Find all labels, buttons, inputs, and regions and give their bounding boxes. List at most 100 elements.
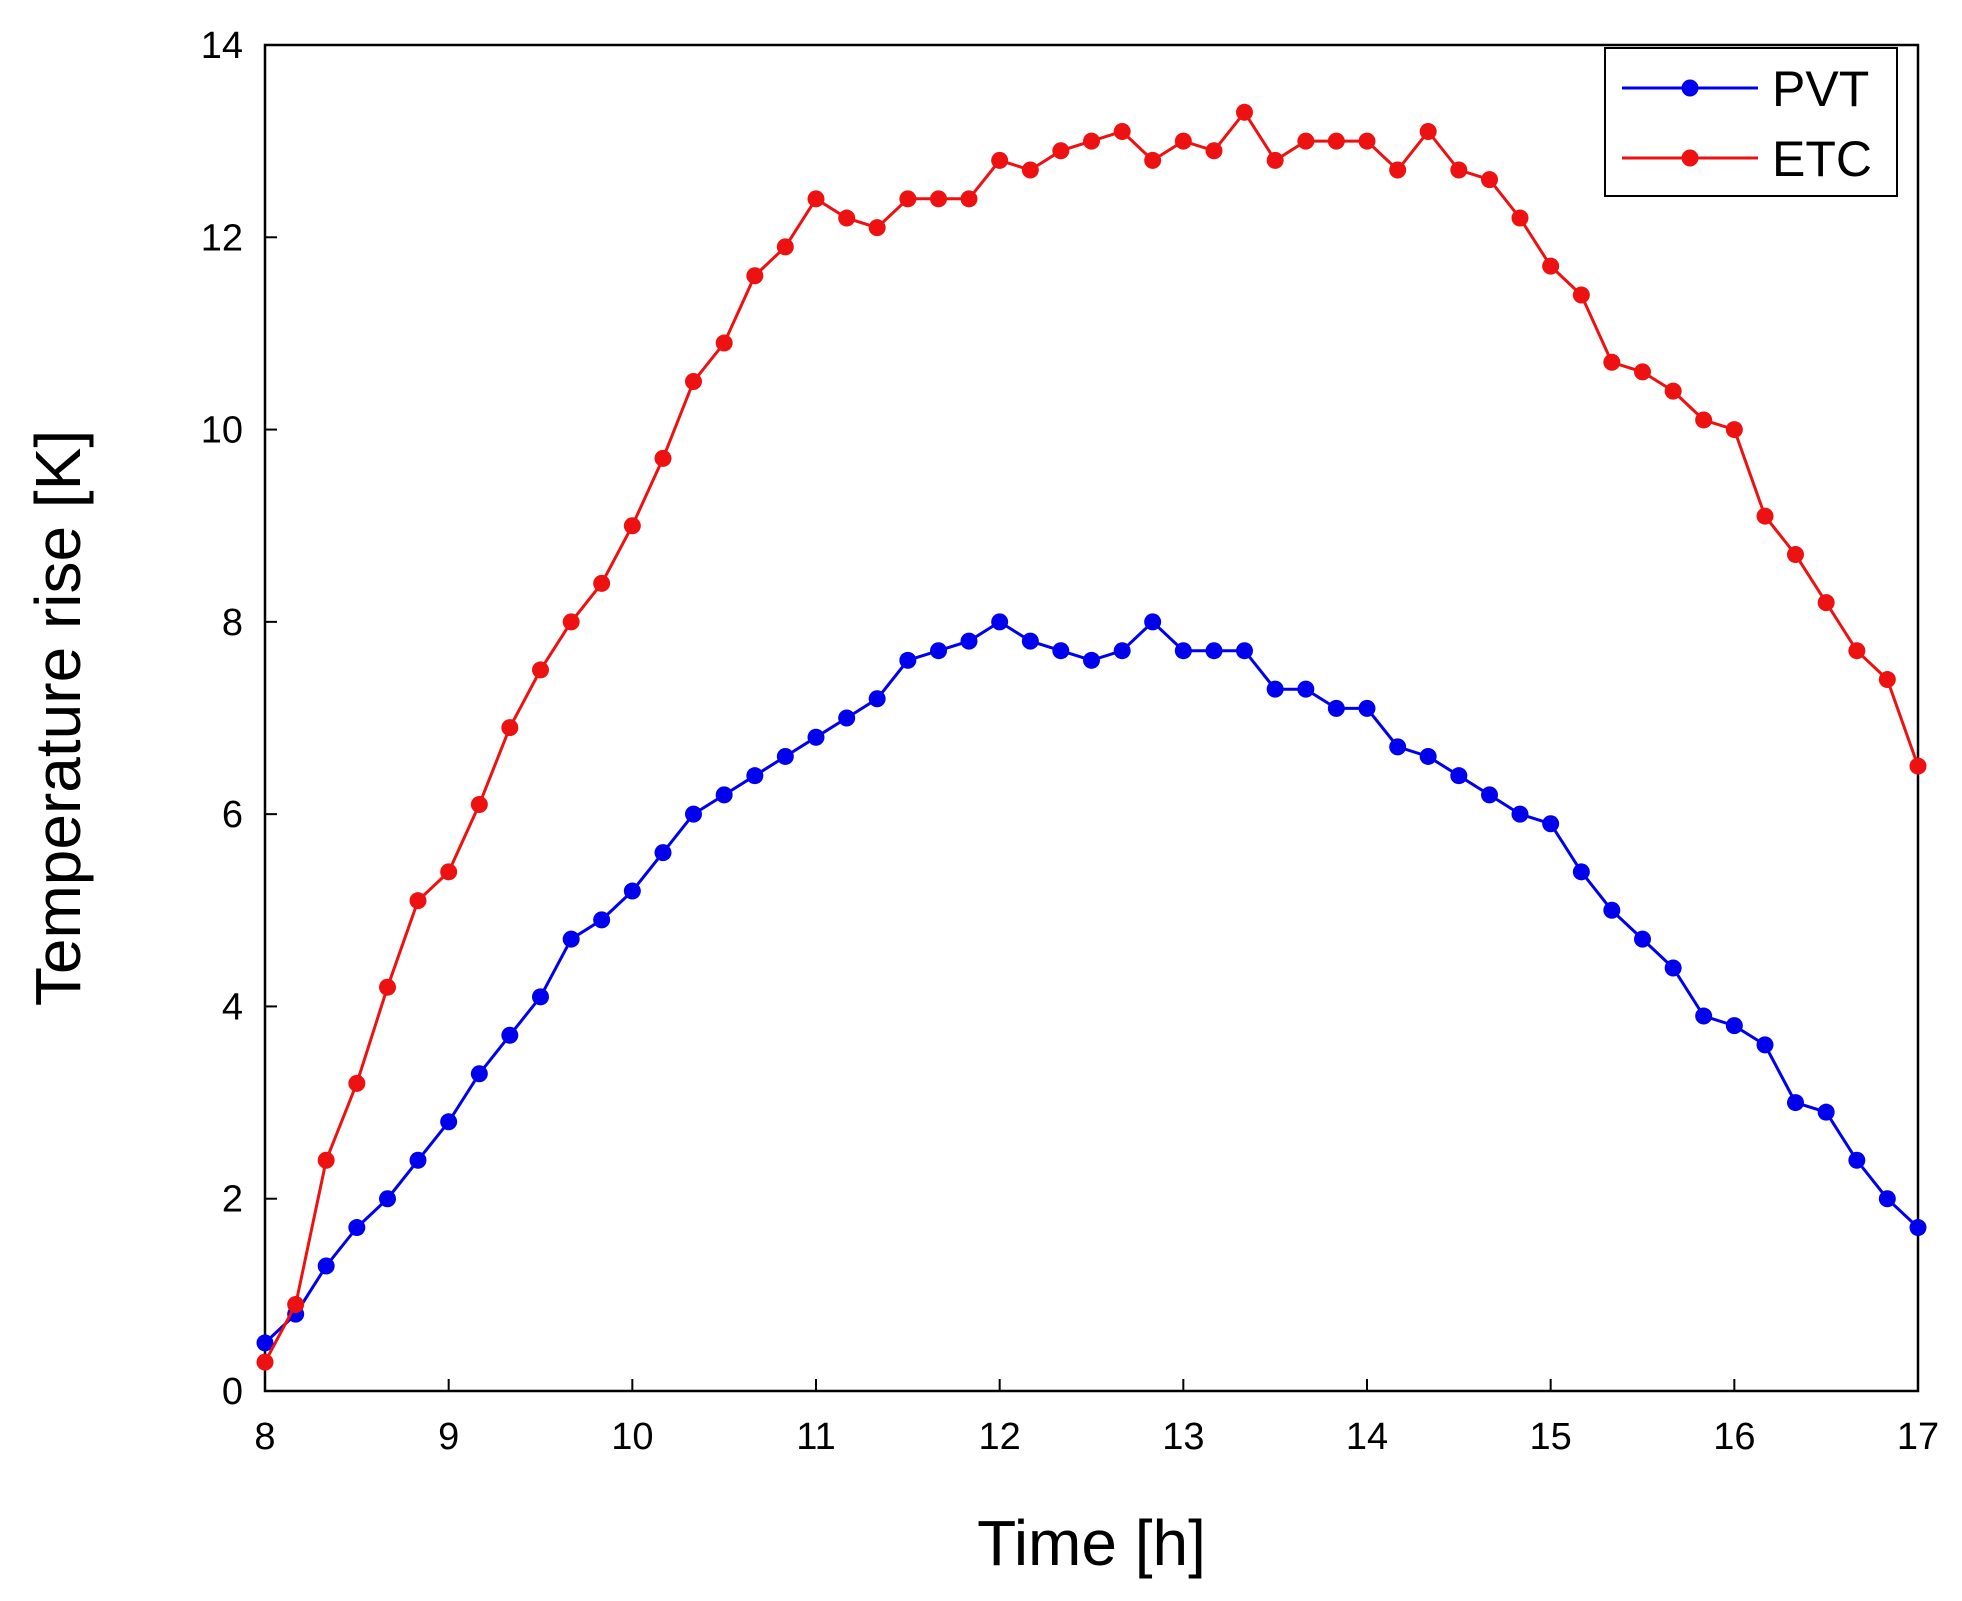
x-tick-label: 14 <box>1346 1416 1388 1458</box>
legend: PVT ETC <box>1604 47 1898 197</box>
data-point-pvt <box>684 805 702 823</box>
data-point-etc <box>1419 123 1437 141</box>
data-point-etc <box>868 219 886 237</box>
data-point-pvt <box>1419 747 1437 765</box>
data-point-etc <box>1174 132 1192 150</box>
data-point-etc <box>684 373 702 390</box>
data-point-etc <box>532 661 549 679</box>
data-point-etc <box>1634 363 1651 381</box>
series-line-etc <box>263 109 1920 1363</box>
data-point-etc <box>838 209 856 227</box>
x-tick-label: 10 <box>611 1416 653 1458</box>
data-point-pvt <box>1235 642 1253 660</box>
data-point-pvt <box>409 1151 427 1169</box>
data-point-etc <box>623 517 641 535</box>
data-point-etc <box>348 1074 366 1092</box>
data-point-pvt <box>1144 613 1162 631</box>
data-point-etc <box>1786 546 1804 564</box>
y-tick-label: 0 <box>222 1371 243 1413</box>
plot-border <box>263 43 1920 1393</box>
plot-frame <box>263 43 1920 1393</box>
data-point-etc <box>746 267 764 285</box>
legend-box <box>1604 47 1898 197</box>
data-point-pvt <box>991 613 1009 631</box>
data-point-pvt <box>1786 1094 1804 1112</box>
data-point-etc <box>1878 671 1896 689</box>
legend-marker-pvt <box>1681 79 1699 97</box>
data-point-etc <box>562 613 580 631</box>
data-point-pvt <box>1174 642 1192 660</box>
y-tick-label: 6 <box>222 794 243 836</box>
data-point-pvt <box>470 1065 488 1083</box>
y-tick-label: 8 <box>222 602 243 644</box>
data-point-pvt <box>256 1334 274 1352</box>
x-tick-label: 16 <box>1713 1416 1755 1458</box>
data-point-pvt <box>1603 901 1621 919</box>
data-point-etc <box>1909 757 1927 775</box>
x-axis-title: Time [h] <box>977 1507 1206 1579</box>
data-point-pvt <box>1113 642 1131 660</box>
x-axis-ticks: 8 9 10 11 12 13 14 15 16 17 <box>254 1379 1939 1458</box>
data-point-pvt <box>654 844 672 862</box>
legend-label-etc: ETC <box>1772 131 1872 187</box>
data-point-etc <box>960 190 978 208</box>
series-etc <box>256 103 1927 1371</box>
data-point-pvt <box>1634 930 1651 948</box>
data-point-etc <box>930 190 948 208</box>
x-tick-label: 12 <box>979 1416 1021 1458</box>
data-point-etc <box>1664 382 1682 400</box>
data-point-etc <box>1603 353 1621 371</box>
data-point-pvt <box>1511 805 1529 823</box>
data-point-etc <box>1389 161 1407 179</box>
data-point-etc <box>501 719 519 737</box>
data-point-pvt <box>1021 632 1039 650</box>
data-point-pvt <box>593 911 611 929</box>
y-tick-label: 2 <box>222 1179 243 1221</box>
data-point-pvt <box>501 1026 519 1044</box>
x-tick-label: 13 <box>1162 1416 1204 1458</box>
data-point-etc <box>1266 151 1284 169</box>
data-point-pvt <box>440 1113 458 1131</box>
data-point-pvt <box>317 1257 335 1275</box>
data-point-pvt <box>1695 1007 1713 1025</box>
y-tick-label: 14 <box>201 25 243 67</box>
data-point-pvt <box>807 728 825 746</box>
data-point-pvt <box>1664 959 1682 977</box>
data-point-etc <box>1756 507 1774 525</box>
data-point-pvt <box>1205 642 1223 660</box>
data-point-etc <box>470 796 488 814</box>
data-point-pvt <box>930 642 948 660</box>
data-point-pvt <box>1572 863 1590 881</box>
data-point-pvt <box>1878 1190 1896 1208</box>
x-tick-label: 11 <box>796 1416 835 1458</box>
data-point-etc <box>1297 132 1315 150</box>
data-point-etc <box>317 1151 335 1169</box>
x-tick-label: 9 <box>438 1416 459 1458</box>
data-point-etc <box>1572 286 1590 304</box>
y-tick-label: 4 <box>222 986 243 1028</box>
data-point-etc <box>1481 171 1499 189</box>
data-point-pvt <box>899 651 917 669</box>
data-point-etc <box>287 1295 305 1313</box>
data-point-pvt <box>562 930 580 948</box>
data-point-etc <box>440 863 458 881</box>
data-point-pvt <box>1725 1017 1743 1035</box>
data-point-pvt <box>1083 651 1100 669</box>
data-point-pvt <box>868 690 886 708</box>
data-point-etc <box>1113 123 1131 141</box>
y-tick-label: 10 <box>201 410 243 452</box>
data-point-pvt <box>1756 1036 1774 1054</box>
data-point-pvt <box>623 882 641 900</box>
x-tick-label: 17 <box>1897 1416 1939 1458</box>
data-point-etc <box>1725 421 1743 439</box>
data-point-etc <box>379 978 397 996</box>
data-point-pvt <box>960 632 978 650</box>
data-point-pvt <box>1909 1219 1927 1237</box>
data-point-etc <box>1817 594 1835 612</box>
data-point-etc <box>409 892 427 910</box>
data-point-pvt <box>532 988 549 1006</box>
data-point-etc <box>991 151 1009 169</box>
data-point-etc <box>1235 103 1253 121</box>
data-point-etc <box>715 334 733 352</box>
data-point-etc <box>654 449 672 467</box>
